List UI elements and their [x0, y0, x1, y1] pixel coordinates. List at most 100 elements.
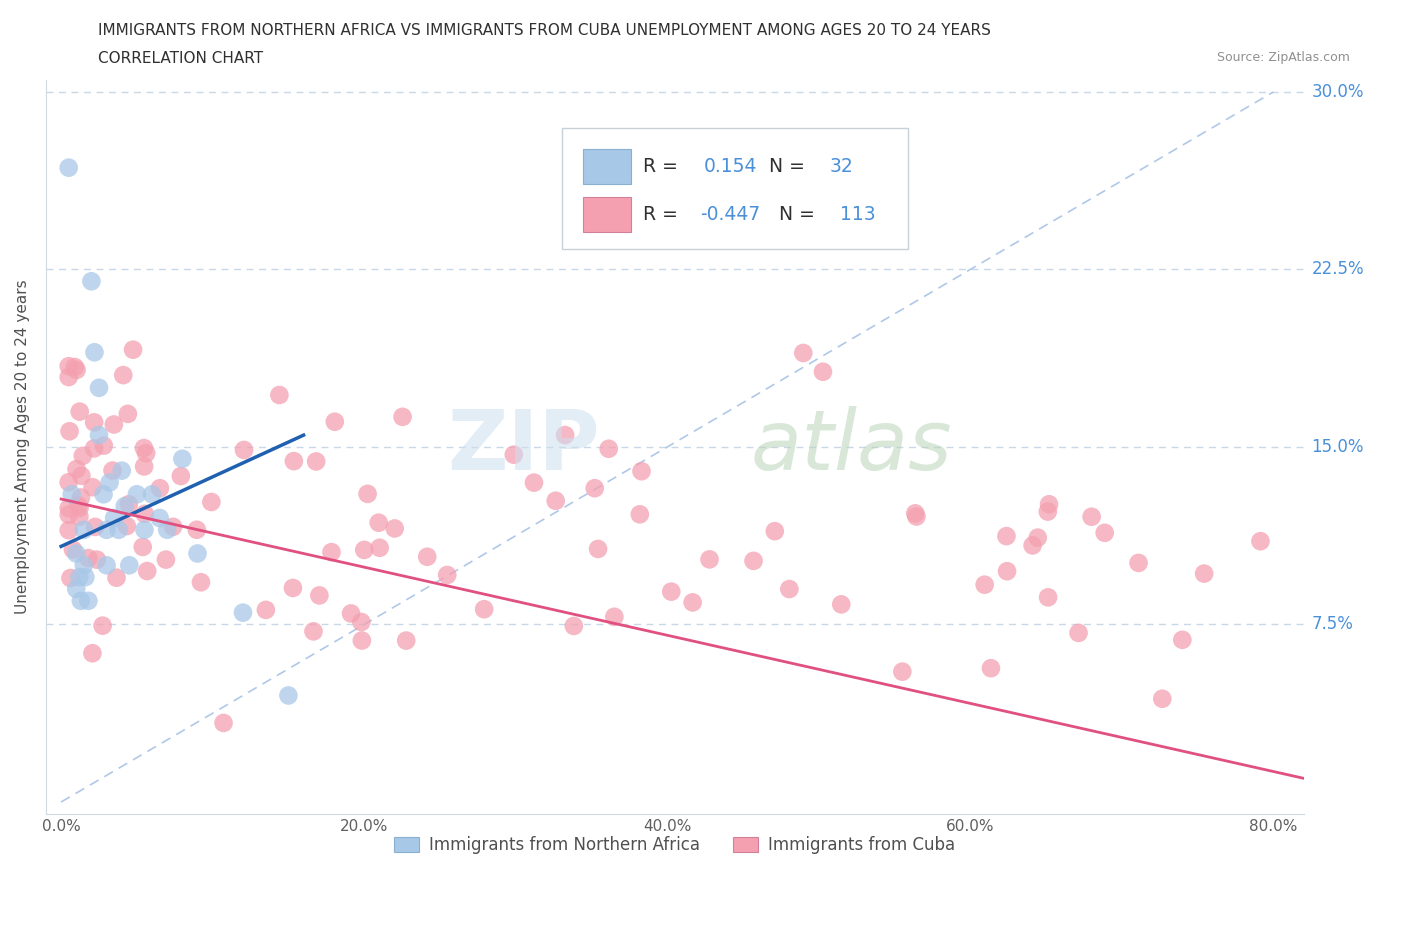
Point: [136, 564, 159, 578]
Point: [69, 593, 91, 608]
Point: [91, 618, 114, 633]
Bar: [583, 149, 631, 184]
Point: [107, 523, 129, 538]
Text: N =: N =: [769, 157, 811, 176]
Point: [1038, 497, 1060, 512]
Point: [1192, 566, 1215, 581]
Point: [980, 660, 1002, 675]
Point: [811, 365, 834, 379]
Point: [368, 540, 391, 555]
Point: [367, 515, 389, 530]
Point: [162, 519, 184, 534]
Point: [904, 506, 927, 521]
Point: [101, 463, 124, 478]
Point: [353, 542, 375, 557]
Point: [134, 523, 156, 538]
Point: [1021, 538, 1043, 552]
Text: 30.0%: 30.0%: [1312, 83, 1364, 101]
Point: [384, 521, 406, 536]
Point: [134, 459, 156, 474]
Point: [83, 441, 105, 456]
Text: 22.5%: 22.5%: [1312, 260, 1364, 278]
Point: [283, 454, 305, 469]
Point: [77, 593, 100, 608]
Text: atlas: atlas: [751, 406, 952, 487]
Point: [93, 438, 115, 453]
Point: [114, 498, 136, 513]
Point: [83, 415, 105, 430]
Point: [84, 520, 107, 535]
Point: [603, 609, 626, 624]
Point: [115, 519, 138, 534]
Point: [1249, 534, 1271, 549]
Point: [77, 551, 100, 565]
Point: [830, 597, 852, 612]
Point: [1080, 510, 1102, 525]
Point: [62, 542, 84, 557]
Text: Source: ZipAtlas.com: Source: ZipAtlas.com: [1216, 51, 1350, 64]
Point: [763, 524, 786, 538]
Point: [395, 633, 418, 648]
Point: [233, 443, 256, 458]
Point: [583, 481, 606, 496]
Point: [436, 567, 458, 582]
Point: [321, 545, 343, 560]
Point: [135, 445, 157, 460]
Point: [778, 581, 800, 596]
Point: [83, 345, 105, 360]
Point: [416, 550, 439, 565]
Point: [281, 580, 304, 595]
Point: [1128, 555, 1150, 570]
Point: [973, 578, 995, 592]
Point: [350, 633, 373, 648]
Point: [682, 595, 704, 610]
Point: [1036, 504, 1059, 519]
Text: R =: R =: [644, 205, 685, 224]
Point: [73, 558, 96, 573]
Text: 7.5%: 7.5%: [1312, 616, 1353, 633]
Point: [58, 475, 80, 490]
Point: [186, 523, 208, 538]
Point: [1036, 590, 1059, 604]
Point: [134, 507, 156, 522]
Point: [82, 480, 104, 495]
Point: [308, 588, 330, 603]
Point: [141, 487, 163, 502]
Point: [125, 487, 148, 502]
Point: [155, 552, 177, 567]
Point: [356, 486, 378, 501]
Point: [172, 451, 194, 466]
Point: [232, 605, 254, 620]
Point: [391, 409, 413, 424]
Text: 0.154: 0.154: [704, 157, 758, 176]
Point: [59, 571, 82, 586]
Point: [1067, 626, 1090, 641]
Point: [523, 475, 546, 490]
Point: [69, 405, 91, 419]
Point: [305, 454, 328, 469]
Point: [742, 553, 765, 568]
Point: [72, 448, 94, 463]
Point: [93, 487, 115, 502]
Point: [792, 346, 814, 361]
Point: [586, 541, 609, 556]
Point: [103, 417, 125, 432]
Point: [269, 388, 291, 403]
Point: [350, 615, 373, 630]
Text: R =: R =: [644, 157, 685, 176]
Point: [323, 414, 346, 429]
Point: [65, 461, 87, 476]
Point: [82, 645, 104, 660]
Point: [67, 510, 90, 525]
Point: [65, 546, 87, 561]
Point: [628, 507, 651, 522]
Point: [58, 500, 80, 515]
Point: [98, 475, 121, 490]
Legend: Immigrants from Northern Africa, Immigrants from Cuba: Immigrants from Northern Africa, Immigra…: [388, 830, 962, 860]
Point: [60, 487, 83, 502]
Point: [111, 463, 134, 478]
Point: [277, 688, 299, 703]
Point: [905, 509, 928, 524]
FancyBboxPatch shape: [561, 127, 907, 249]
Point: [1171, 632, 1194, 647]
